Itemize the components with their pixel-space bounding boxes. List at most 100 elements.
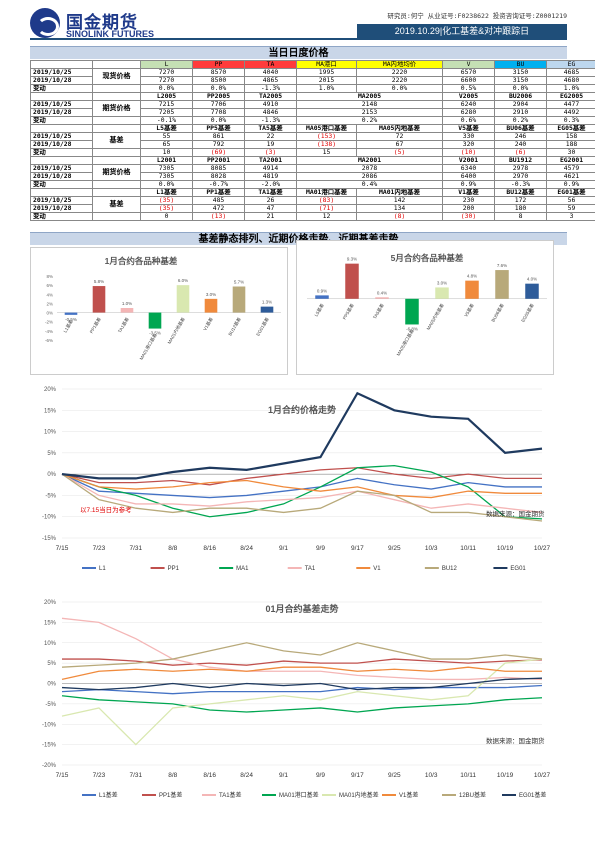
x-tick-label: BU12基差 — [227, 316, 243, 337]
x-tick-label: 8/24 — [240, 545, 253, 552]
chart-jan-basis-svg: 1月合约各品种基差8%6%4%2%0%-2%-4%-6%-0.5%L1基差5.8… — [45, 256, 281, 362]
chart-title: 1月合约各品种基差 — [105, 256, 178, 266]
table-cell: 1.0% — [546, 84, 595, 93]
row-label: 2019/10/25 — [30, 68, 93, 77]
x-tick-label: MA01港口基差 — [138, 332, 159, 362]
bar — [465, 280, 479, 299]
legend-label: TA1基差 — [219, 791, 242, 799]
x-tick-label: TA1基差 — [116, 316, 130, 334]
x-tick-label: 10/19 — [497, 772, 514, 779]
row-label: 2019/10/25 — [30, 132, 93, 141]
table-cell: 240 — [494, 140, 547, 149]
table-cell: (5) — [356, 148, 443, 157]
y-tick-label: -5% — [45, 702, 56, 708]
data-label: 9.3% — [347, 257, 357, 262]
table-cell: 0.2% — [494, 116, 547, 125]
table-row: 2019/10/25 现货价格 7270 8570 4040 1995 2220 6570 31… — [30, 68, 595, 85]
table-row: 2019/10/25 期货价格 7215 7706 4910 2148 6240 2904 44… — [30, 100, 595, 117]
table-cell: PP2001 — [192, 156, 245, 165]
legend-label: EG01 — [510, 566, 526, 572]
table-cell: 47 — [244, 204, 297, 213]
x-tick-label: 7/15 — [56, 772, 69, 779]
table-cell: (6) — [494, 148, 547, 157]
series-line — [61, 473, 543, 514]
logo-en: SINOLINK FUTURES — [66, 29, 155, 39]
table-cell: MA内地均价 — [356, 60, 443, 69]
table-row: 2019/10/28 7305 8028 4819 2086 6400 2970 4621 — [30, 172, 595, 181]
table-cell: 4621 — [546, 172, 595, 181]
table-cell: MA01港口基差 — [296, 188, 357, 197]
data-label: 1.3% — [262, 300, 272, 305]
table-cell: BU06基差 — [494, 124, 547, 133]
table-cell: 2978 — [494, 164, 547, 173]
bar — [315, 295, 329, 299]
report-banner: 2019.10.29|化工基差&对冲跟踪日 — [357, 24, 567, 38]
table-cell: 4477 — [546, 100, 595, 109]
series-line — [61, 391, 543, 480]
row-group: 期货价格 — [92, 164, 141, 181]
series-line — [61, 464, 543, 520]
y-tick-label: 15% — [44, 408, 57, 414]
table-cell: 200 — [442, 204, 495, 213]
data-label: 0.4% — [377, 290, 387, 295]
series-line — [61, 684, 543, 695]
series-line — [61, 467, 542, 486]
y-tick-label: -6% — [45, 338, 53, 343]
x-tick-label: 7/31 — [130, 545, 143, 552]
table-cell: 4040 — [244, 68, 297, 77]
row-group — [92, 92, 141, 101]
row-group — [92, 84, 141, 93]
table-cell: MA2005 — [296, 92, 443, 101]
table-row: L1基差 PP1基差 TA1基差 MA01港口基差 MA01内地基差 V1基差 BU12基差… — [30, 188, 595, 197]
price-table: L PP TA MA港口 MA内地均价 V BU EG 2019/10/25 现货价格 7270 85… — [30, 60, 595, 221]
x-tick-label: EG05基差 — [519, 302, 535, 323]
table-cell: 0.9% — [442, 180, 495, 189]
table-cell: (3) — [244, 148, 297, 157]
chart-jan-price-svg: 20% 15% 10% 5% 0% -5% -10% -15% 7/15 7/23 7/31 8/8 8… — [42, 387, 551, 572]
table-cell: 246 — [494, 132, 547, 141]
table-cell: 0.6% — [442, 116, 495, 125]
row-label — [30, 92, 93, 101]
y-tick-label: 10% — [44, 641, 57, 647]
row-group: 现货价格 — [92, 68, 141, 85]
row-group: 期货价格 — [92, 100, 141, 117]
table-cell: PP — [192, 60, 245, 69]
x-tick-label: 10/11 — [460, 772, 476, 779]
table-cell: 230 — [442, 196, 495, 205]
table-row: 变动 0.0% 0.0% -1.3% 1.0% 0.0% 0.5% 0.0% 1.0% — [30, 84, 595, 93]
table-cell: MA港口 — [296, 60, 357, 69]
x-tick-label: L5基差 — [313, 302, 325, 318]
series-line — [61, 695, 543, 713]
y-tick-label: 20% — [44, 600, 57, 606]
table-cell: BU1912 — [494, 156, 547, 165]
legend-label: L1基差 — [99, 791, 118, 799]
table-cell: BU — [494, 60, 547, 69]
y-tick-label: 6% — [46, 283, 53, 288]
table-row: L2005 PP2005 TA2005 MA2005 V2005 BU2006 EG2005 — [30, 92, 595, 101]
row-label — [30, 156, 93, 165]
table-cell: 4846 — [244, 108, 297, 117]
x-tick-label: V1基差 — [201, 316, 214, 332]
table-row: 2019/10/25 期货价格 7305 8085 4914 2078 6340 2978 45… — [30, 164, 595, 181]
table-cell: -1.3% — [244, 116, 297, 125]
table-cell: V — [442, 60, 495, 69]
table-cell: 30 — [546, 148, 595, 157]
row-label: 变动 — [30, 180, 93, 189]
table-cell: 2220 — [356, 76, 443, 85]
x-tick-label: 9/1 — [279, 772, 288, 779]
chart-may-basis-svg: 5月合约各品种基差 0.9% L5基差 9.3% PP5基差 0.4% TA5基差 -6.8%… — [307, 253, 547, 357]
table-cell: 2015 — [296, 76, 357, 85]
table-cell: 0.0% — [494, 84, 547, 93]
logo-mark — [30, 8, 60, 38]
table-cell: 0.0% — [192, 84, 245, 93]
row-group: 基差 — [92, 196, 141, 213]
table-cell: L1基差 — [140, 188, 193, 197]
table-cell: 4579 — [546, 164, 595, 173]
table-cell: -2.0% — [244, 180, 297, 189]
y-tick-label: -15% — [42, 743, 57, 749]
x-tick-label: 10/27 — [534, 772, 551, 779]
table-cell: 4914 — [244, 164, 297, 173]
x-tick-label: 9/25 — [388, 772, 401, 779]
table-cell: 22 — [244, 132, 297, 141]
legend-label: BU12 — [442, 566, 458, 572]
